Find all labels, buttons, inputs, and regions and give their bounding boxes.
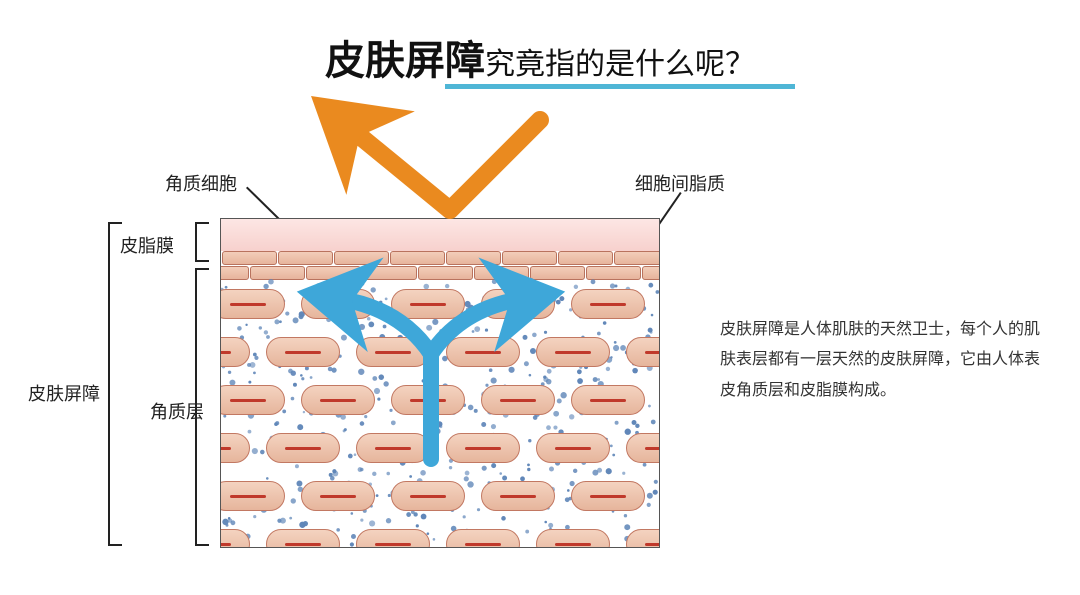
label-sebum: 皮脂膜 [120, 232, 174, 258]
skin-diagram [220, 218, 660, 548]
title-rest: 究竟指的是什么呢？ [485, 48, 755, 81]
bracket-barrier [108, 222, 110, 546]
page-title: 皮肤屏障究竟指的是什么呢？ [0, 28, 1080, 86]
label-barrier: 皮肤屏障 [28, 380, 100, 406]
description-text: 皮肤屏障是人体肌肤的天然卫士，每个人的肌肤表层都有一层天然的皮肤屏障，它由人体表… [720, 315, 1050, 406]
title-bold: 皮肤屏障 [325, 39, 485, 83]
title-underline [445, 84, 795, 89]
orange-arrow-icon [220, 110, 660, 250]
bracket-sebum [195, 222, 197, 262]
bracket-stratum [195, 268, 197, 546]
infographic-stage: 皮肤屏障究竟指的是什么呢？ 角质细胞 细胞间脂质 皮脂膜 角质层 皮肤屏障 皮肤… [0, 0, 1080, 595]
blue-arrow-icon [221, 219, 660, 548]
